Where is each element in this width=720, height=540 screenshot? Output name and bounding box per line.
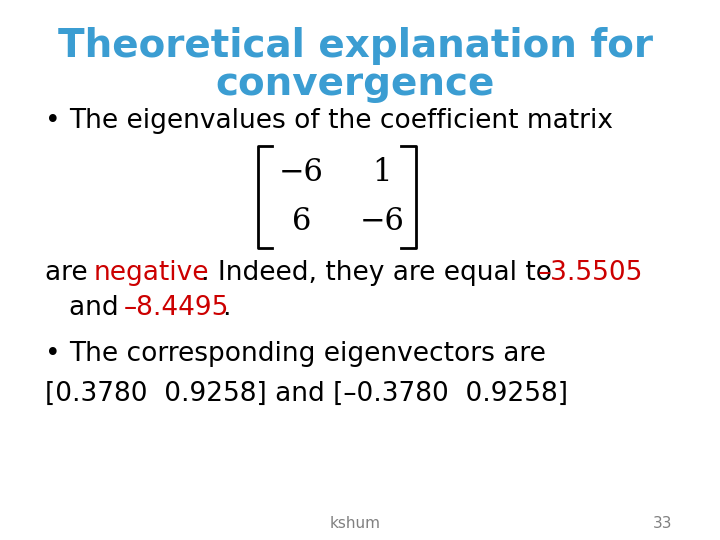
Text: 33: 33 <box>652 516 672 531</box>
Text: −6: −6 <box>360 206 405 237</box>
Text: The eigenvalues of the coefficient matrix: The eigenvalues of the coefficient matri… <box>69 109 613 134</box>
Text: Theoretical explanation for: Theoretical explanation for <box>58 27 653 65</box>
Text: The corresponding eigenvectors are: The corresponding eigenvectors are <box>69 341 546 367</box>
Text: . Indeed, they are equal to: . Indeed, they are equal to <box>201 260 561 286</box>
Text: are: are <box>45 260 96 286</box>
Text: convergence: convergence <box>215 65 495 103</box>
Text: –8.4495: –8.4495 <box>123 295 229 321</box>
Text: negative: negative <box>93 260 209 286</box>
Text: and: and <box>69 295 127 321</box>
Text: –3.5505: –3.5505 <box>537 260 643 286</box>
Text: 1: 1 <box>372 157 392 188</box>
Text: 6: 6 <box>292 206 311 237</box>
Text: .: . <box>222 295 230 321</box>
Text: •: • <box>45 341 61 367</box>
Text: −6: −6 <box>279 157 324 188</box>
Text: •: • <box>45 109 61 134</box>
Text: kshum: kshum <box>330 516 381 531</box>
Text: [0.3780  0.9258] and [–0.3780  0.9258]: [0.3780 0.9258] and [–0.3780 0.9258] <box>45 381 569 407</box>
